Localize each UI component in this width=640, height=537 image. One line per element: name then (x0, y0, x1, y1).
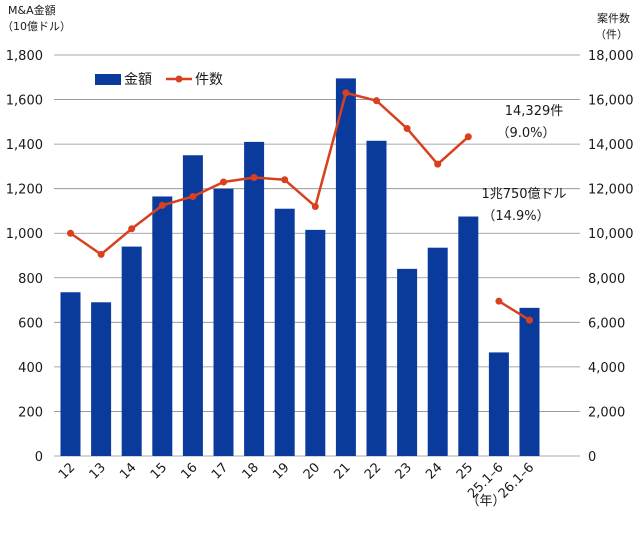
count-point-24 (434, 160, 442, 168)
right-tick-label: 12,000 (588, 183, 634, 198)
right-tick-label: 14,000 (588, 138, 634, 153)
right-axis-ticks: 0 2,000 4,000 6,000 8,000 10,000 12,000 14,000 1… (588, 49, 634, 465)
annotation-amount-value: 1兆750億ドル (481, 186, 566, 202)
left-tick-label: 800 (18, 272, 43, 287)
bar-25.1–6 (488, 352, 509, 456)
right-axis-unit: （件） (595, 28, 628, 41)
x-tick-label: 25 (454, 460, 476, 482)
x-tick-label: 16 (178, 460, 200, 482)
count-point-26.1–6 (526, 316, 533, 324)
x-tick-label: 17 (209, 460, 231, 482)
right-tick-label: 6,000 (588, 316, 625, 331)
bar-23 (397, 268, 418, 456)
bar-26.1–6 (519, 307, 540, 456)
legend: 金額 件数 (95, 72, 223, 88)
bar-19 (274, 208, 295, 456)
left-tick-label: 0 (35, 450, 43, 465)
count-point-19 (281, 176, 289, 184)
count-point-16 (189, 192, 197, 200)
bar-20 (305, 229, 326, 456)
count-point-14 (128, 225, 136, 233)
left-axis-unit: （10億ドル） (2, 20, 71, 33)
bar-series (60, 78, 540, 457)
count-point-13 (97, 250, 105, 258)
x-tick-label: 24 (423, 460, 445, 482)
right-tick-label: 4,000 (588, 361, 625, 376)
left-tick-label: 1,000 (6, 227, 43, 242)
x-tick-label: 15 (148, 460, 170, 482)
left-axis-title: M&A金額 (8, 3, 56, 17)
x-tick-label: 21 (331, 460, 353, 482)
right-tick-label: 8,000 (588, 272, 625, 287)
bar-25 (458, 216, 479, 456)
left-tick-label: 1,600 (6, 94, 43, 109)
bar-13 (91, 302, 112, 456)
bar-22 (366, 140, 387, 456)
left-tick-label: 200 (18, 405, 43, 420)
left-tick-label: 1,800 (6, 49, 43, 64)
right-tick-label: 10,000 (588, 227, 634, 242)
right-axis-title: 案件数 (597, 11, 630, 25)
count-point-20 (311, 202, 319, 210)
count-point-18 (250, 174, 258, 182)
count-point-25 (464, 133, 472, 141)
legend-line-marker (175, 75, 183, 83)
legend-bar-label: 金額 (124, 72, 152, 88)
bar-14 (121, 246, 142, 456)
x-tick-label: 12 (56, 460, 78, 482)
count-point-23 (403, 125, 411, 133)
left-tick-label: 1,400 (6, 138, 43, 153)
left-tick-label: 1,200 (6, 183, 43, 198)
count-line-segment (498, 300, 531, 322)
x-tick-label: 14 (117, 460, 139, 482)
line-series (67, 89, 533, 324)
annotation-count-value: 14,329件 (505, 104, 564, 119)
bar-12 (60, 292, 81, 456)
count-line-segment (69, 91, 470, 256)
count-point-21 (342, 89, 350, 97)
legend-bar-swatch (95, 74, 121, 85)
bar-17 (213, 188, 234, 456)
count-point-22 (373, 97, 380, 105)
count-point-25.1–6 (495, 297, 503, 305)
right-tick-label: 18,000 (588, 49, 634, 64)
x-axis-unit-label: （年） (466, 494, 505, 509)
left-axis-ticks: 0 200 400 600 800 1,000 1,200 1,400 1,600 1,800 (6, 49, 43, 465)
x-tick-label: 23 (393, 460, 415, 482)
left-tick-label: 400 (18, 361, 43, 376)
right-tick-label: 2,000 (588, 405, 625, 420)
x-tick-label: 22 (362, 460, 384, 482)
count-point-17 (220, 178, 227, 186)
bar-24 (427, 247, 448, 456)
right-tick-label: 16,000 (588, 94, 634, 109)
x-tick-label: 20 (301, 460, 323, 482)
right-tick-label: 0 (588, 450, 596, 465)
count-point-15 (158, 201, 166, 209)
x-tick-label: 13 (87, 460, 109, 482)
left-tick-label: 600 (18, 316, 43, 331)
x-tick-label: 18 (240, 460, 262, 482)
bar-15 (152, 196, 173, 457)
annotation-count-change: （9.0%） (496, 126, 555, 141)
count-point-12 (67, 229, 74, 237)
bar-21 (335, 78, 356, 457)
legend-line-label: 件数 (195, 72, 223, 88)
bar-18 (244, 141, 265, 456)
x-tick-label: 19 (270, 460, 292, 482)
bar-16 (182, 155, 203, 456)
annotation-amount-change: （14.9%） (482, 209, 549, 224)
